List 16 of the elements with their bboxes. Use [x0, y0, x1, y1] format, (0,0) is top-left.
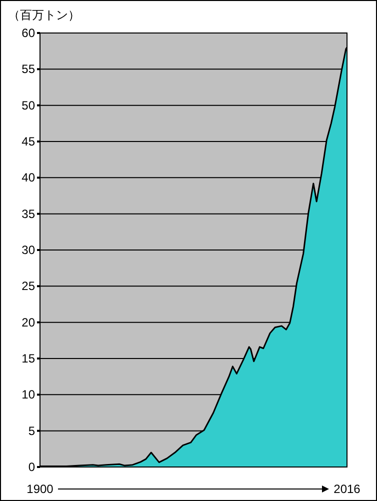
- y-tick-label: 15: [22, 352, 36, 366]
- x-tick-label: 1900: [26, 482, 54, 496]
- y-tick-label: 55: [22, 62, 36, 76]
- y-tick-label: 25: [22, 279, 36, 294]
- y-tick-label: 5: [28, 424, 36, 438]
- y-tick-label: 30: [22, 243, 36, 257]
- y-axis-title: （百万トン）: [8, 8, 80, 22]
- y-tick-label: 35: [22, 206, 36, 221]
- y-tick-label: 50: [22, 98, 36, 112]
- x-tick-label: 2016: [334, 482, 361, 496]
- y-tick-label: 40: [22, 170, 36, 185]
- y-tick-label: 0: [28, 460, 36, 474]
- y-tick-label: 10: [22, 388, 36, 402]
- y-tick-label: 45: [22, 134, 36, 148]
- y-tick-label: 20: [22, 315, 36, 330]
- y-tick-label: 60: [22, 26, 36, 40]
